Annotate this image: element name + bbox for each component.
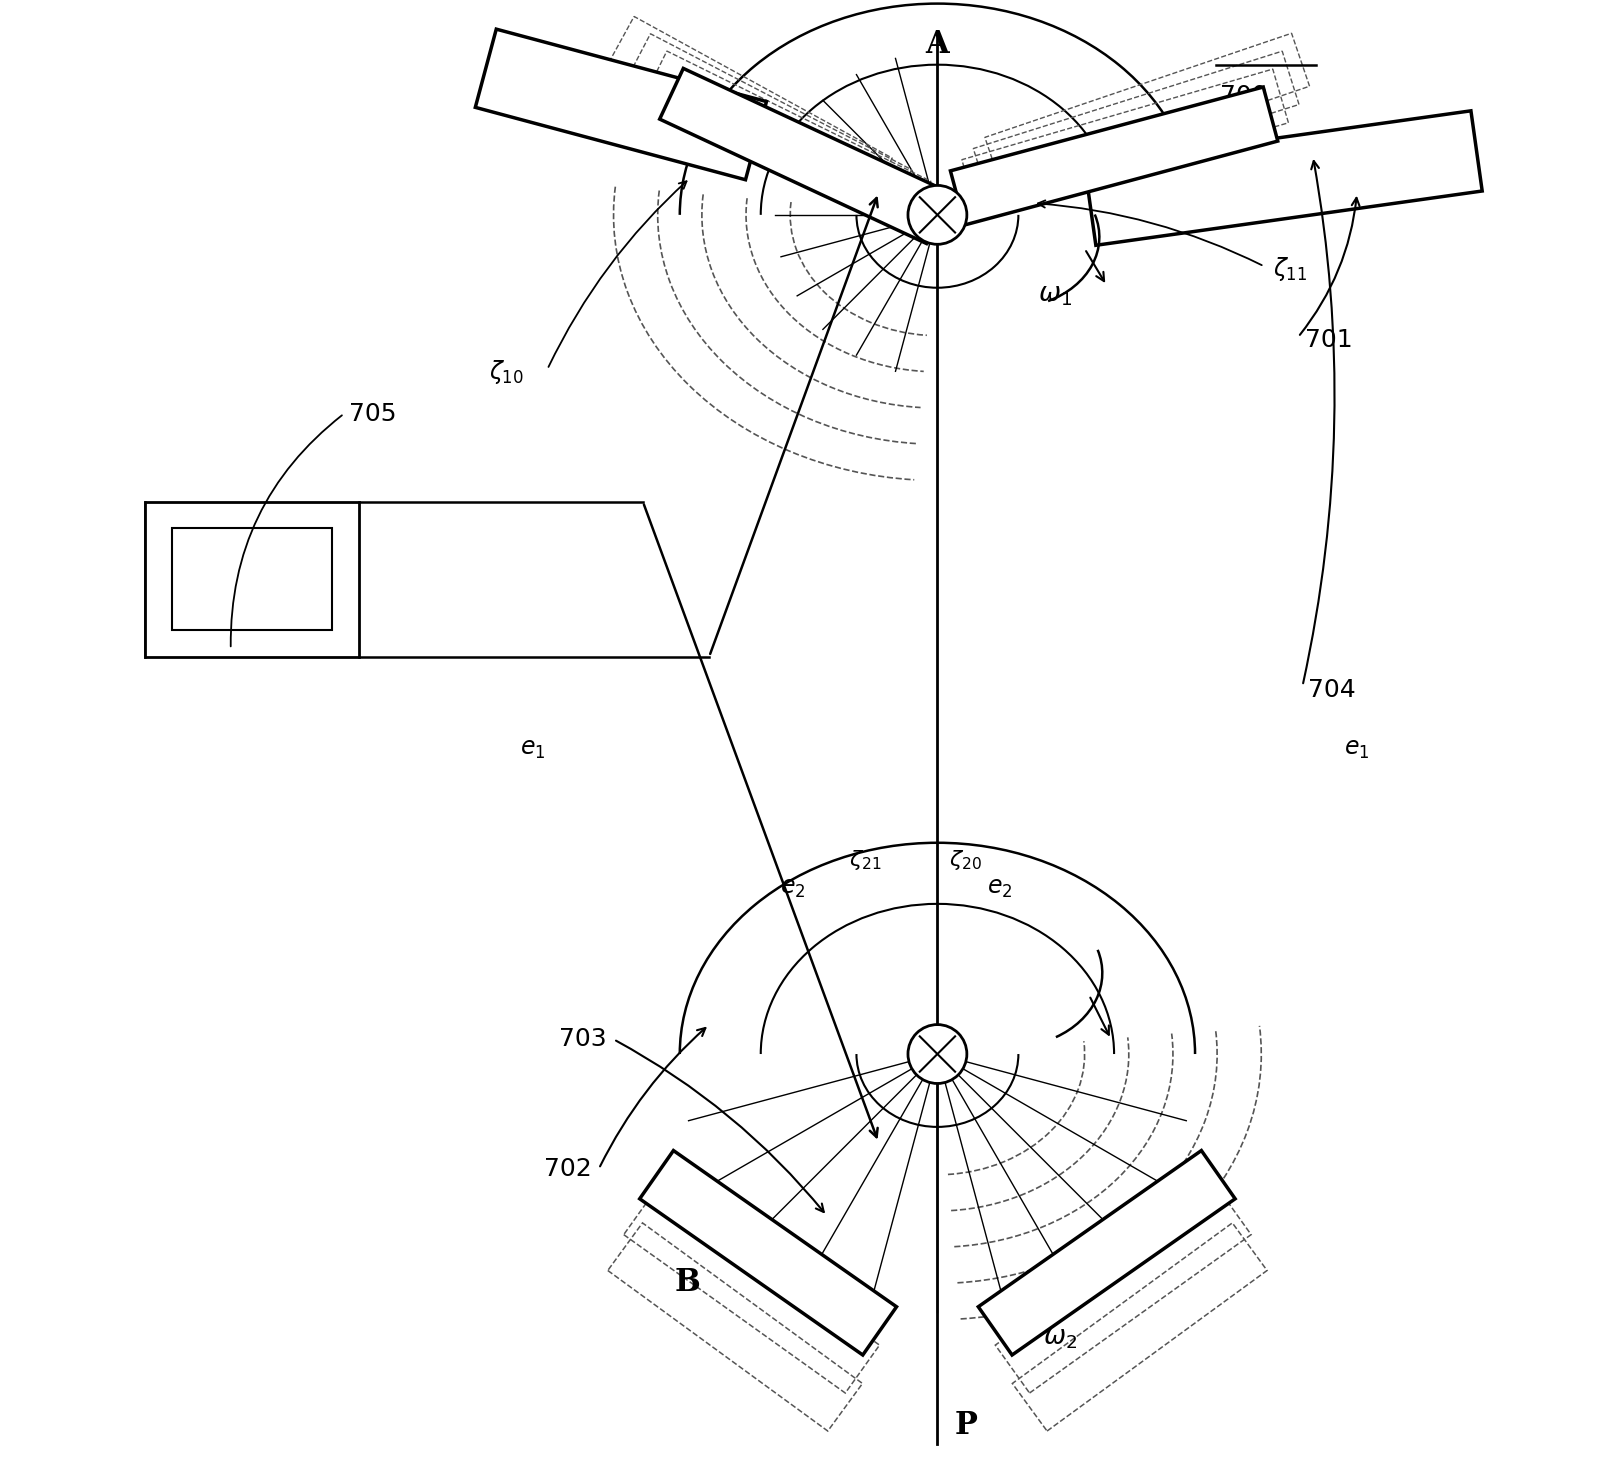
Text: $\zeta_{11}$: $\zeta_{11}$ bbox=[1273, 255, 1308, 283]
Polygon shape bbox=[475, 30, 767, 180]
Text: $\omega_2$: $\omega_2$ bbox=[1044, 1326, 1077, 1351]
Text: $e_2$: $e_2$ bbox=[986, 878, 1012, 900]
Text: 700: 700 bbox=[1220, 84, 1268, 108]
Text: 703: 703 bbox=[559, 1027, 607, 1052]
Text: $e_2$: $e_2$ bbox=[780, 878, 805, 900]
Text: $\omega_1$: $\omega_1$ bbox=[1037, 283, 1071, 308]
Text: $\zeta_{21}$: $\zeta_{21}$ bbox=[849, 848, 882, 872]
Polygon shape bbox=[640, 1150, 897, 1356]
Circle shape bbox=[908, 186, 967, 245]
Polygon shape bbox=[660, 68, 949, 243]
Text: 704: 704 bbox=[1308, 678, 1356, 702]
Text: $e_1$: $e_1$ bbox=[1345, 738, 1370, 761]
Polygon shape bbox=[978, 1150, 1234, 1356]
Text: 702: 702 bbox=[544, 1156, 591, 1181]
Bar bbox=[146, 502, 359, 656]
Text: 705: 705 bbox=[349, 401, 395, 426]
Text: P: P bbox=[956, 1410, 978, 1441]
Bar bbox=[171, 528, 333, 630]
Text: A: A bbox=[925, 30, 949, 60]
Text: $\zeta_{20}$: $\zeta_{20}$ bbox=[949, 848, 981, 872]
Text: $\zeta_{10}$: $\zeta_{10}$ bbox=[488, 358, 524, 386]
Circle shape bbox=[908, 1025, 967, 1084]
Text: B: B bbox=[674, 1267, 700, 1298]
Polygon shape bbox=[1084, 111, 1483, 245]
Text: $e_1$: $e_1$ bbox=[520, 738, 546, 761]
Polygon shape bbox=[951, 87, 1278, 224]
Text: 701: 701 bbox=[1305, 327, 1353, 353]
